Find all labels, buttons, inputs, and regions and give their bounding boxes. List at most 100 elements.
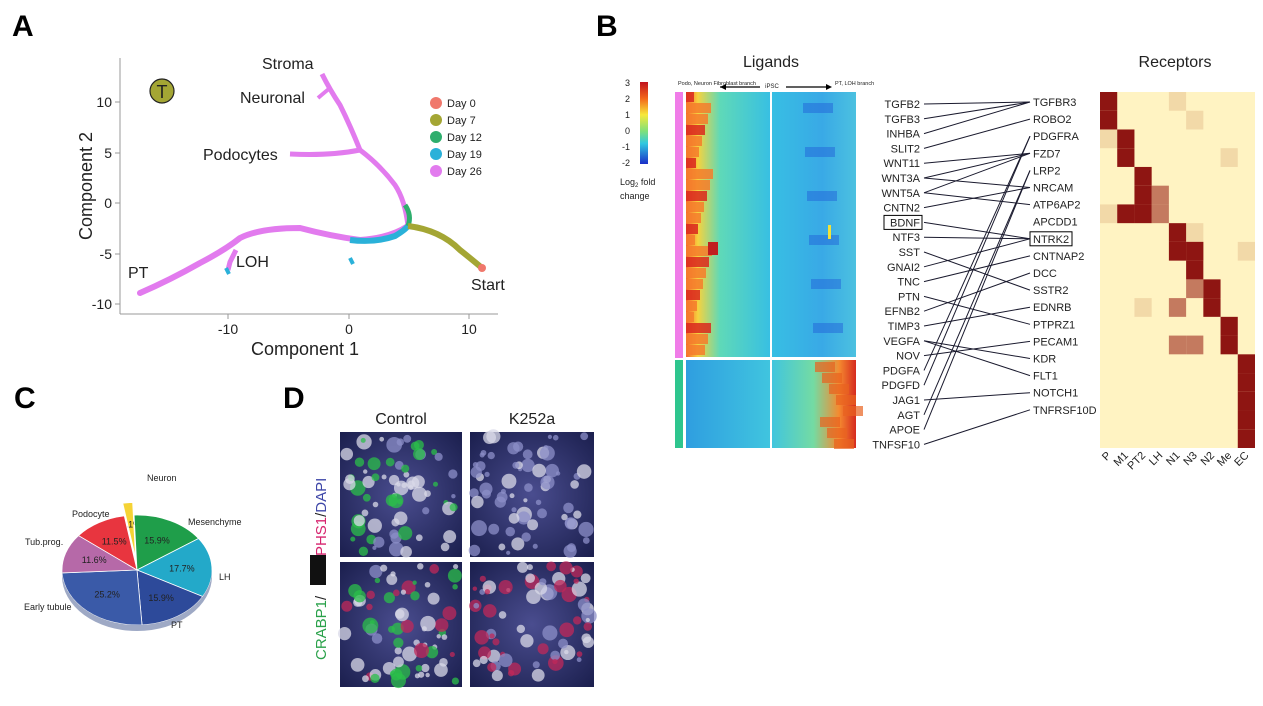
heatmap-hot-cell	[686, 147, 699, 157]
micrograph-speckle	[567, 543, 576, 553]
ligand-label: SLIT2	[891, 143, 920, 155]
ligand-label: PTN	[898, 291, 920, 303]
micrograph-speckle	[411, 475, 425, 489]
link-line	[923, 136, 1031, 386]
micrograph-speckle	[573, 578, 579, 584]
micrograph-speckle	[400, 589, 407, 595]
colorbar-tick-label: 3	[625, 78, 630, 88]
heatmap-hot-cell	[828, 225, 831, 239]
micrograph-speckle	[380, 564, 388, 572]
micrograph-speckle	[582, 636, 595, 648]
matrix-cell-dark	[1237, 429, 1255, 448]
receptor-label: TNFRSF10D	[1033, 405, 1097, 417]
heatmap-hot-cell	[836, 395, 856, 405]
micrograph-speckle	[367, 457, 381, 471]
cluster-bar-green	[675, 360, 683, 448]
micrograph-speckle	[576, 464, 592, 479]
micrograph-speckle	[552, 658, 558, 665]
micrograph-speckle	[527, 519, 539, 531]
micrograph-speckle	[525, 573, 535, 583]
micrograph-speckle	[451, 493, 456, 499]
label-neuronal: Neuronal	[240, 90, 305, 107]
micrograph-speckle	[350, 536, 356, 542]
colorbar-tick-label: -2	[622, 158, 630, 168]
pie-value-label: 15.9%	[144, 535, 170, 545]
stain-nphs1: NPHS1	[313, 517, 330, 567]
colorbar-label: Log2 fold	[620, 177, 655, 189]
micrograph-speckle	[564, 649, 569, 655]
micrograph-speckle	[583, 622, 592, 631]
micrograph-speckle	[498, 580, 513, 595]
col-k252a-label: K252a	[509, 411, 555, 428]
micrograph-speckle	[585, 617, 590, 623]
stain-sep-1: /	[313, 595, 330, 600]
heatmap-hot-cell	[686, 191, 707, 201]
receptor-label: ATP6AP2	[1033, 200, 1081, 212]
micrograph-speckle	[507, 442, 520, 455]
micrograph-speckle	[469, 488, 479, 498]
x-tick-label: -10	[218, 321, 238, 337]
micrograph-speckle	[571, 581, 587, 597]
micrograph-speckle	[581, 608, 597, 624]
link-line	[923, 255, 1031, 283]
ligand-label: GNAI2	[887, 262, 920, 274]
micrograph-speckle	[429, 564, 440, 574]
label-loh: LOH	[236, 254, 269, 271]
matrix-cell-light	[1168, 92, 1187, 111]
micrograph-speckle	[524, 483, 533, 492]
receptors-title: Receptors	[1139, 54, 1212, 71]
micrograph-speckle	[413, 643, 429, 659]
ligand-receptor-links	[923, 101, 1031, 445]
legend-label: Day 7	[447, 115, 476, 127]
micrograph-speckle	[388, 625, 396, 633]
pie-category-label: Mesenchyme	[188, 517, 242, 527]
legend-swatch	[430, 165, 442, 177]
stain-lt-backdrop	[310, 555, 326, 585]
matrix-cell-light	[1100, 204, 1118, 224]
micrograph-speckle	[570, 480, 579, 489]
micrograph-speckle	[390, 571, 396, 577]
ligand-label: PDGFA	[883, 365, 921, 377]
matrix-cell-dark	[1134, 166, 1152, 186]
micrograph-speckle	[540, 475, 555, 490]
micrograph-speckle	[345, 474, 355, 484]
ligand-label: TIMP3	[888, 321, 920, 333]
link-line	[923, 295, 1031, 325]
micrograph-speckle	[516, 624, 526, 634]
matrix-cell-dark	[1168, 241, 1187, 261]
micrograph-speckle	[400, 546, 412, 558]
matrix-cell-dark	[1117, 129, 1135, 149]
pie-slice	[61, 569, 143, 626]
matrix-cell-dark	[1203, 298, 1221, 317]
micrograph-speckle	[449, 503, 458, 512]
receptor-label: NTRK2	[1033, 234, 1069, 246]
micrograph-speckle	[366, 603, 373, 611]
pie-value-label: 11.6%	[82, 555, 107, 565]
micrograph-speckle	[386, 436, 403, 453]
micrograph-speckle	[532, 463, 546, 478]
ligand-label: WNT11	[884, 158, 920, 170]
matrix-cell-dark	[1134, 204, 1152, 224]
micrograph-speckle	[354, 457, 365, 467]
link-line	[923, 192, 1031, 206]
stain-sep-3: /	[313, 512, 330, 517]
ligand-label: TGFB2	[885, 99, 920, 111]
colorbar-label-sub: 2	[635, 183, 639, 189]
micrograph-speckle	[474, 630, 489, 645]
ligand-label: JAG1	[892, 395, 920, 407]
link-line	[923, 340, 1031, 357]
micrograph-speckle	[403, 471, 410, 478]
micrograph-speckle	[578, 521, 594, 538]
micrograph-speckle	[374, 577, 381, 584]
ligand-label: WNT3A	[882, 173, 921, 185]
branch-tip-day19	[348, 257, 355, 265]
micrograph-speckle	[554, 579, 567, 593]
heatmap-hot-cell	[686, 246, 712, 256]
label-stroma: Stroma	[262, 56, 314, 73]
link-line	[923, 118, 1031, 149]
micrograph-speckle	[520, 634, 534, 648]
micrograph-speckle	[509, 493, 515, 499]
ligand-label: INHBA	[886, 129, 920, 141]
legend-swatch	[430, 131, 442, 143]
pie-category-label: LH	[219, 572, 231, 582]
